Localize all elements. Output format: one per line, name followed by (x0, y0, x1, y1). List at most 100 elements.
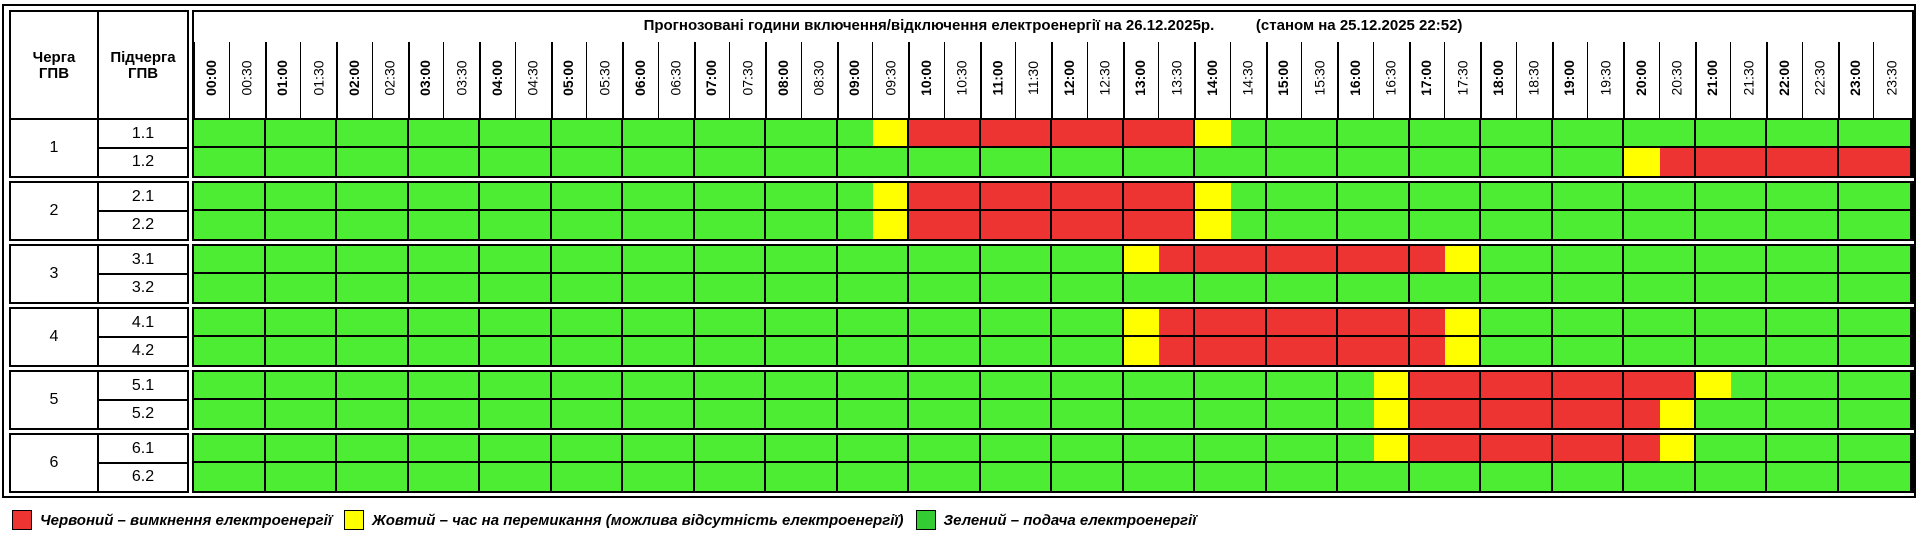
time-slot-cell (873, 435, 907, 461)
time-slot-divider (300, 42, 302, 119)
time-slot-cell (766, 246, 802, 272)
time-slot-divider (443, 42, 445, 119)
queue-cell: 3 (9, 244, 99, 304)
time-slot-cell (337, 211, 373, 239)
time-slot-text: 20:30 (1668, 60, 1685, 96)
time-slot-label: 07:30 (729, 44, 765, 112)
time-slot-cell (730, 337, 764, 365)
hour-divider (1050, 246, 1052, 302)
time-slot-cell (1696, 120, 1731, 146)
time-slot-cell (552, 274, 587, 302)
hour-divider (264, 435, 266, 491)
time-slot-label: 02:30 (372, 44, 408, 112)
time-slot-cell (373, 120, 407, 146)
time-slot-cell (909, 463, 945, 491)
hour-divider (1837, 435, 1839, 491)
time-slot-text: 10:00 (917, 60, 934, 96)
time-slot-cell (301, 148, 335, 176)
time-slot-cell (373, 435, 407, 461)
legend-label-yellow: Жовтий – час на перемикання (можлива від… (372, 511, 904, 529)
time-slot-cell (480, 337, 516, 365)
time-slot-cell (1195, 337, 1231, 365)
hour-divider (1193, 372, 1195, 428)
hour-divider (1622, 120, 1624, 176)
subqueue-label: 1.1 (131, 125, 155, 142)
time-slot-cell (587, 400, 621, 428)
time-slot-cell (623, 183, 659, 209)
time-slot-cell (695, 309, 730, 335)
time-slot-label: 22:00 (1766, 44, 1802, 112)
queue-cell: 2 (9, 181, 99, 241)
time-slot-cell (1267, 148, 1302, 176)
time-slot-cell (623, 120, 659, 146)
time-slot-cell (1159, 337, 1193, 365)
time-slot-cell (1195, 148, 1231, 176)
time-slot-cell (1338, 183, 1374, 209)
time-slot-cell (1660, 274, 1694, 302)
time-slot-label: 04:00 (479, 44, 515, 112)
time-slot-label: 08:00 (765, 44, 801, 112)
time-slot-cell (1517, 309, 1551, 335)
time-slot-cell (1839, 274, 1874, 302)
hour-divider (1694, 120, 1696, 176)
time-slot-cell (1767, 435, 1803, 461)
time-slot-divider (1372, 42, 1374, 119)
time-slot-cell (695, 463, 730, 491)
hour-divider (1122, 120, 1124, 176)
time-slot-cell (1553, 148, 1588, 176)
time-slot-cell (945, 211, 979, 239)
time-slot-text: 02:30 (381, 60, 398, 96)
subqueue-label: 5.1 (131, 377, 155, 394)
time-slot-cell (1731, 372, 1765, 398)
time-slot-cell (1839, 435, 1874, 461)
time-slot-cell (1553, 274, 1588, 302)
time-slot-cell (838, 337, 873, 365)
queue-number: 3 (49, 265, 59, 282)
hour-divider (979, 309, 981, 365)
time-slot-cell (1696, 400, 1731, 428)
time-slot-cell (194, 183, 230, 209)
time-slot-divider (1301, 42, 1303, 119)
time-slot-cell (1445, 148, 1479, 176)
time-slot-cell (1660, 337, 1694, 365)
hour-divider (621, 120, 623, 176)
time-slot-divider (1337, 42, 1339, 119)
time-slot-cell (695, 246, 730, 272)
time-slot-cell (623, 211, 659, 239)
subqueue-label: 1.2 (131, 153, 155, 170)
time-slot-cell (1517, 274, 1551, 302)
time-slot-divider (1408, 42, 1411, 119)
hour-divider (1408, 309, 1410, 365)
time-slot-cell (1553, 183, 1588, 209)
time-slot-cell (409, 274, 444, 302)
time-slot-cell (1874, 274, 1910, 302)
time-slot-cell (373, 309, 407, 335)
hour-divider (1694, 435, 1696, 491)
time-slot-cell (480, 463, 516, 491)
hour-divider (979, 435, 981, 491)
time-slot-cell (1588, 309, 1622, 335)
time-slot-cell (838, 120, 873, 146)
row-divider (194, 146, 1912, 148)
subqueue-cell: 4.1 4.2 (99, 307, 189, 367)
time-slot-cell (373, 463, 407, 491)
time-slot-cell (409, 183, 444, 209)
time-slot-label: 19:30 (1587, 44, 1623, 112)
time-slot-cell (1660, 183, 1694, 209)
time-slot-cell (1445, 274, 1479, 302)
time-slot-cell (1874, 120, 1910, 146)
schedule-frame (2, 4, 1916, 498)
time-slot-cell (266, 372, 301, 398)
time-slot-cell (766, 400, 802, 428)
time-slot-cell (1517, 246, 1551, 272)
time-slot-cell (1481, 435, 1517, 461)
hour-divider (407, 372, 409, 428)
row-divider (194, 398, 1912, 400)
time-slot-cell (1374, 120, 1408, 146)
time-slot-cell (444, 337, 478, 365)
time-slot-divider (1623, 42, 1625, 119)
time-slot-cell (1803, 337, 1837, 365)
time-slot-text: 17:30 (1454, 60, 1471, 96)
time-slot-cell (1767, 372, 1803, 398)
time-slot-label: 09:00 (837, 44, 873, 112)
